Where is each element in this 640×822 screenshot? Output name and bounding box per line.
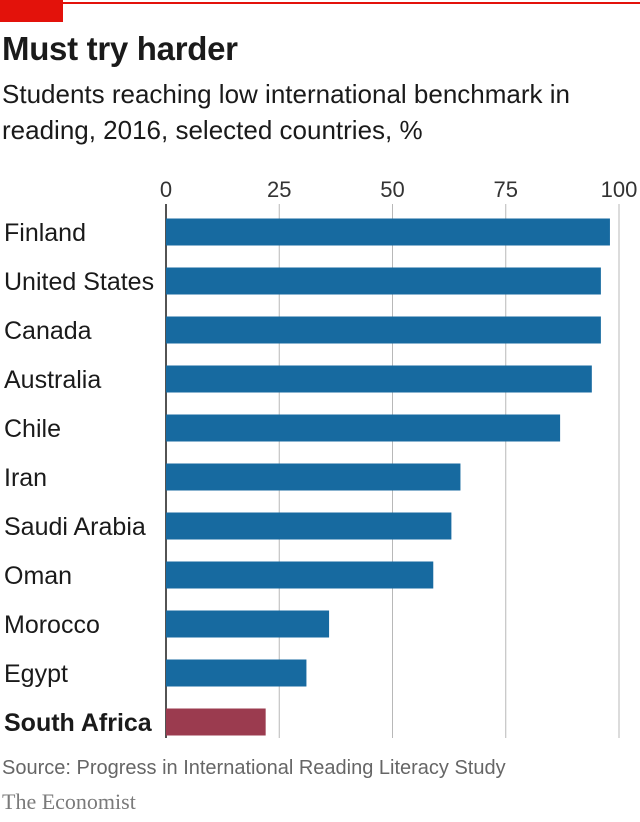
bar <box>166 561 434 589</box>
bar <box>166 365 592 393</box>
category-label: Finland <box>4 219 86 247</box>
accent-tag <box>0 0 63 22</box>
bar <box>166 463 461 491</box>
bar <box>166 218 610 246</box>
category-label: United States <box>4 268 154 296</box>
tick-label: 0 <box>160 177 172 202</box>
category-label: South Africa <box>4 709 153 737</box>
bar-chart: 0 25 50 75 100 Finland United States Canada Aust… <box>4 177 638 738</box>
tick-label: 25 <box>267 177 291 202</box>
source-note: Source: Progress in International Readin… <box>2 757 506 779</box>
chart-subtitle: Students reaching low international benc… <box>2 79 571 145</box>
category-label: Iran <box>4 464 47 492</box>
bar <box>166 659 307 687</box>
category-label: Australia <box>4 366 101 394</box>
category-label: Oman <box>4 562 72 590</box>
tick-label: 100 <box>601 177 638 202</box>
highlight-bar <box>166 708 266 736</box>
category-label: Canada <box>4 317 92 345</box>
bar <box>166 610 330 638</box>
category-label: Saudi Arabia <box>4 513 146 541</box>
category-label: Chile <box>4 415 61 443</box>
top-accent-bar <box>0 0 640 22</box>
category-label: Egypt <box>4 660 68 688</box>
chart-title: Must try harder <box>2 30 238 67</box>
accent-rule <box>0 2 640 4</box>
brand-logo: The Economist <box>2 789 136 814</box>
tick-label: 75 <box>494 177 518 202</box>
bar <box>166 512 452 540</box>
bar <box>166 414 561 442</box>
bar <box>166 316 601 344</box>
tick-label: 50 <box>380 177 404 202</box>
category-label: Morocco <box>4 611 100 639</box>
bar <box>166 267 601 295</box>
